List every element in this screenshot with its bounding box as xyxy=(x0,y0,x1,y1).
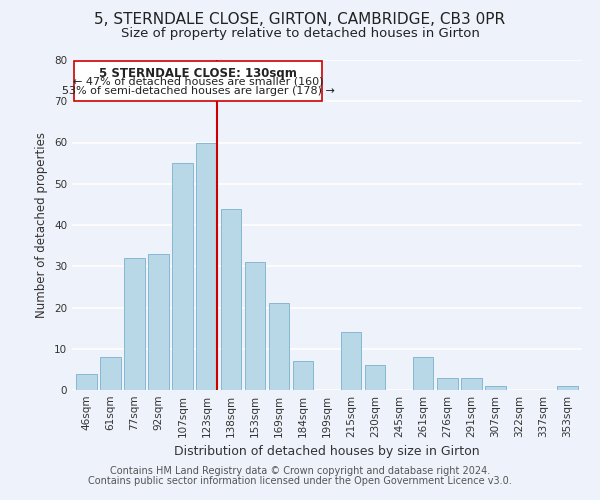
Bar xyxy=(461,378,482,390)
Bar xyxy=(221,208,241,390)
Bar xyxy=(413,357,433,390)
Bar xyxy=(196,142,217,390)
Text: Contains public sector information licensed under the Open Government Licence v3: Contains public sector information licen… xyxy=(88,476,512,486)
Text: 5 STERNDALE CLOSE: 130sqm: 5 STERNDALE CLOSE: 130sqm xyxy=(100,68,297,80)
Text: Size of property relative to detached houses in Girton: Size of property relative to detached ho… xyxy=(121,28,479,40)
Bar xyxy=(365,365,385,390)
Bar xyxy=(124,258,145,390)
Bar xyxy=(245,262,265,390)
Bar xyxy=(485,386,506,390)
Bar xyxy=(172,163,193,390)
Text: Contains HM Land Registry data © Crown copyright and database right 2024.: Contains HM Land Registry data © Crown c… xyxy=(110,466,490,476)
Bar xyxy=(341,332,361,390)
Bar xyxy=(293,361,313,390)
Text: 53% of semi-detached houses are larger (178) →: 53% of semi-detached houses are larger (… xyxy=(62,86,335,96)
Bar xyxy=(269,304,289,390)
X-axis label: Distribution of detached houses by size in Girton: Distribution of detached houses by size … xyxy=(174,446,480,458)
Bar xyxy=(557,386,578,390)
Bar xyxy=(100,357,121,390)
Bar xyxy=(437,378,458,390)
Text: ← 47% of detached houses are smaller (160): ← 47% of detached houses are smaller (16… xyxy=(73,76,323,86)
Bar xyxy=(148,254,169,390)
FancyBboxPatch shape xyxy=(74,61,322,101)
Y-axis label: Number of detached properties: Number of detached properties xyxy=(35,132,49,318)
Text: 5, STERNDALE CLOSE, GIRTON, CAMBRIDGE, CB3 0PR: 5, STERNDALE CLOSE, GIRTON, CAMBRIDGE, C… xyxy=(94,12,506,28)
Bar xyxy=(76,374,97,390)
